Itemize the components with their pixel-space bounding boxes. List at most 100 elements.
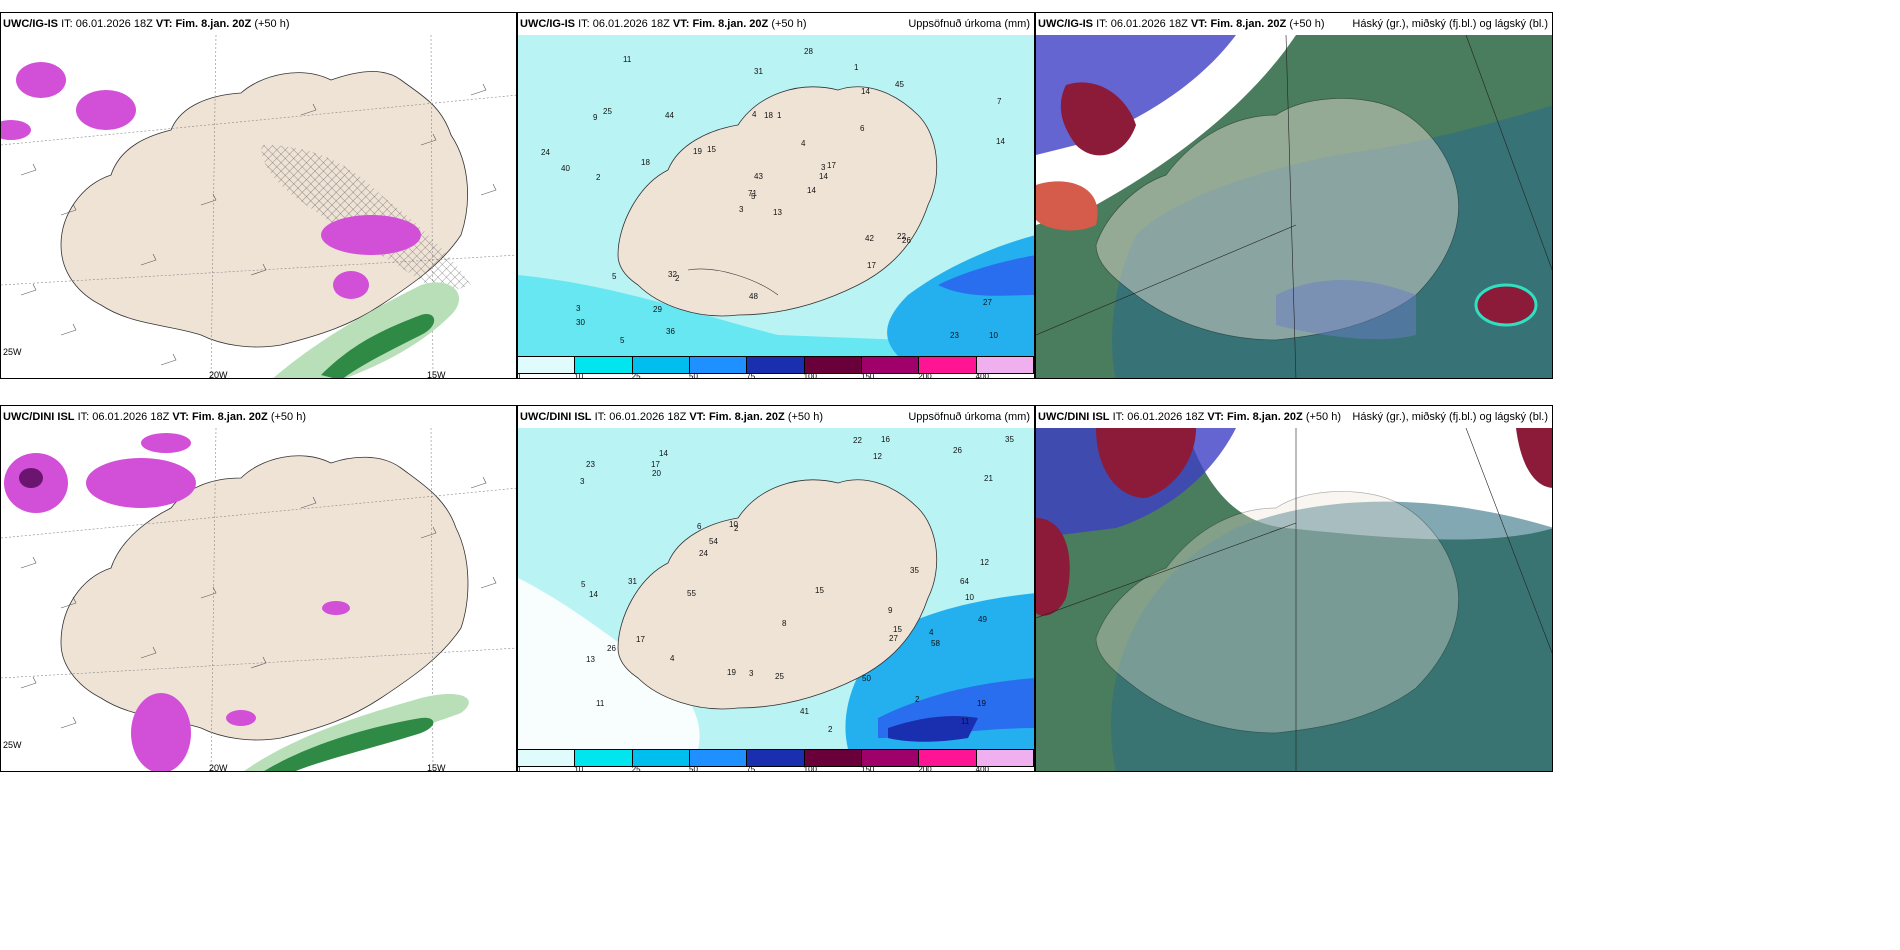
precip-value-label: 42 [865, 234, 874, 243]
vt-label: VT: [1190, 18, 1208, 30]
precip-value-label: 58 [931, 639, 940, 648]
vt-value: Fim. 8.jan. 20Z [1210, 18, 1287, 30]
precip-value-label: 5 [620, 336, 625, 345]
lon-label: 20W [209, 763, 228, 772]
precip-value-label: 7 [997, 97, 1002, 106]
precip-value-label: 11 [596, 699, 605, 708]
it-label: IT: [578, 18, 590, 30]
cloud-map [1036, 428, 1552, 771]
colorbar-tick-label: 75 [746, 765, 756, 772]
precip-value-label: 26 [953, 446, 962, 455]
precip-value-label: 32 [668, 270, 677, 279]
colorbar-cell [976, 750, 1034, 766]
precip-value-label: 2 [734, 524, 739, 533]
precip-value-label: 4 [670, 654, 675, 663]
precip-value-label: 10 [729, 520, 738, 529]
precip-value-label: 8 [782, 619, 787, 628]
precip-value-label: 26 [607, 644, 616, 653]
precip-value-label: 41 [800, 707, 809, 716]
colorbar-tick-label: 50 [689, 765, 698, 772]
colorbar-cell [689, 357, 748, 373]
precip-value-label: 2 [675, 274, 680, 283]
precip-value-label: 5 [612, 272, 617, 281]
precip-value-label: 18 [764, 111, 773, 120]
lead-time: (+50 h) [254, 18, 290, 30]
colorbar-tick-label: 400 [975, 765, 990, 772]
precip-value-label: 6 [697, 522, 702, 531]
colorbar-tick-label: 200 [918, 765, 932, 772]
lat-label: 25W [3, 740, 22, 750]
colorbar-cell [518, 750, 576, 766]
it-label: IT: [1096, 18, 1108, 30]
precip-value-label: 27 [983, 298, 992, 307]
precip-value-label: 9 [593, 113, 598, 122]
lead-time: (+50 h) [787, 411, 823, 423]
precip-value-label: 14 [589, 590, 598, 599]
it-value: 06.01.2026 18Z [592, 18, 670, 30]
lead-time: (+50 h) [270, 411, 306, 423]
colorbar-tick-label: 10 [574, 765, 584, 772]
precip-value-label: 15 [893, 625, 902, 634]
colorbar-tick-label: 25 [631, 765, 641, 772]
it-label: IT: [77, 411, 90, 423]
precip-value-label: 4 [929, 628, 934, 637]
colorbar-cell [976, 357, 1034, 373]
precip-value-label: 2 [828, 725, 833, 734]
precip-value-label: 17 [636, 635, 645, 644]
colorbar-cell [919, 357, 977, 373]
panel-header: UWC/IG-IS IT: 06.01.2026 18Z VT: Fim. 8.… [1036, 13, 1552, 35]
colorbar-tick-label: 1 [517, 765, 522, 772]
precip-value-label: 25 [603, 107, 612, 116]
precip-value-label: 30 [576, 318, 585, 327]
precip-value-label: 19 [727, 668, 736, 677]
precip-value-label: 2 [596, 173, 601, 182]
precip-value-label: 26 [902, 236, 911, 245]
colorbar-cell [747, 750, 805, 766]
panel-top-middle: UWC/IG-IS IT: 06.01.2026 18Z VT: Fim. 8.… [517, 12, 1035, 379]
precip-value-label: 24 [699, 549, 708, 558]
it-value: 06.01.2026 18Z [1110, 18, 1188, 30]
lon-label: 20W [209, 370, 228, 379]
precip-value-label: 3 [576, 304, 581, 313]
precip-value-label: 5 [751, 192, 756, 201]
colorbar-tick-label: 25 [631, 372, 641, 379]
precip-value-label: 14 [819, 172, 828, 181]
precip-value-label: 6 [860, 124, 865, 133]
it-value: 06.01.2026 18Z [92, 411, 170, 423]
colorbar-tick-label: 10 [574, 372, 584, 379]
colorbar-cell [747, 357, 805, 373]
panel-bottom-left: UWC/DINI ISL IT: 06.01.2026 18Z VT: Fim.… [0, 405, 517, 772]
precip-value-label: 17 [867, 261, 876, 270]
vt-label: VT: [155, 18, 173, 30]
colorbar: 1 10 25 50 75 100 150 200 400 [517, 749, 1034, 772]
colorbar-tick-label: 100 [803, 765, 818, 772]
colorbar-cell [861, 357, 920, 373]
precip-value-label: 10 [989, 331, 998, 340]
precip-value-label: 4 [752, 110, 757, 119]
panel-header: UWC/DINI ISL IT: 06.01.2026 18Z VT: Fim.… [1036, 406, 1552, 428]
precip-value-label: 31 [754, 67, 763, 76]
colorbar-cell [919, 750, 977, 766]
model-name: UWC/IG-IS [520, 18, 575, 30]
precip-map: 13 9 5 3 3 2 1 1 14 14 11 10 2 7 3 6 5 4 4 5 15 30 29 18 17 26 25 3… [518, 35, 1034, 378]
precip-value-label: 15 [707, 145, 716, 154]
panel-top-right: UWC/IG-IS IT: 06.01.2026 18Z VT: Fim. 8.… [1035, 12, 1553, 379]
precip-value-label: 36 [666, 327, 675, 336]
colorbar-tick-label: 75 [746, 372, 756, 379]
colorbar-cell [861, 750, 920, 766]
precip-value-label: 1 [854, 63, 859, 72]
model-name: UWC/DINI ISL [1038, 411, 1110, 423]
vt-value: Fim. 8.jan. 20Z [191, 411, 268, 423]
precip-value-label: 14 [807, 186, 816, 195]
precip-value-label: 22 [897, 232, 906, 241]
it-label: IT: [61, 18, 73, 30]
colorbar-cell [632, 357, 690, 373]
vt-value: Fim. 8.jan. 20Z [175, 18, 252, 30]
precip-value-label: 43 [754, 172, 763, 181]
panel-bottom-right: UWC/DINI ISL IT: 06.01.2026 18Z VT: Fim.… [1035, 405, 1553, 772]
precip-value-label: 45 [895, 80, 904, 89]
model-name: UWC/IG-IS [1038, 18, 1093, 30]
lead-time: (+50 h) [1289, 18, 1325, 30]
precip-value-label: 19 [693, 147, 702, 156]
precip-value-label: 16 [881, 435, 890, 444]
